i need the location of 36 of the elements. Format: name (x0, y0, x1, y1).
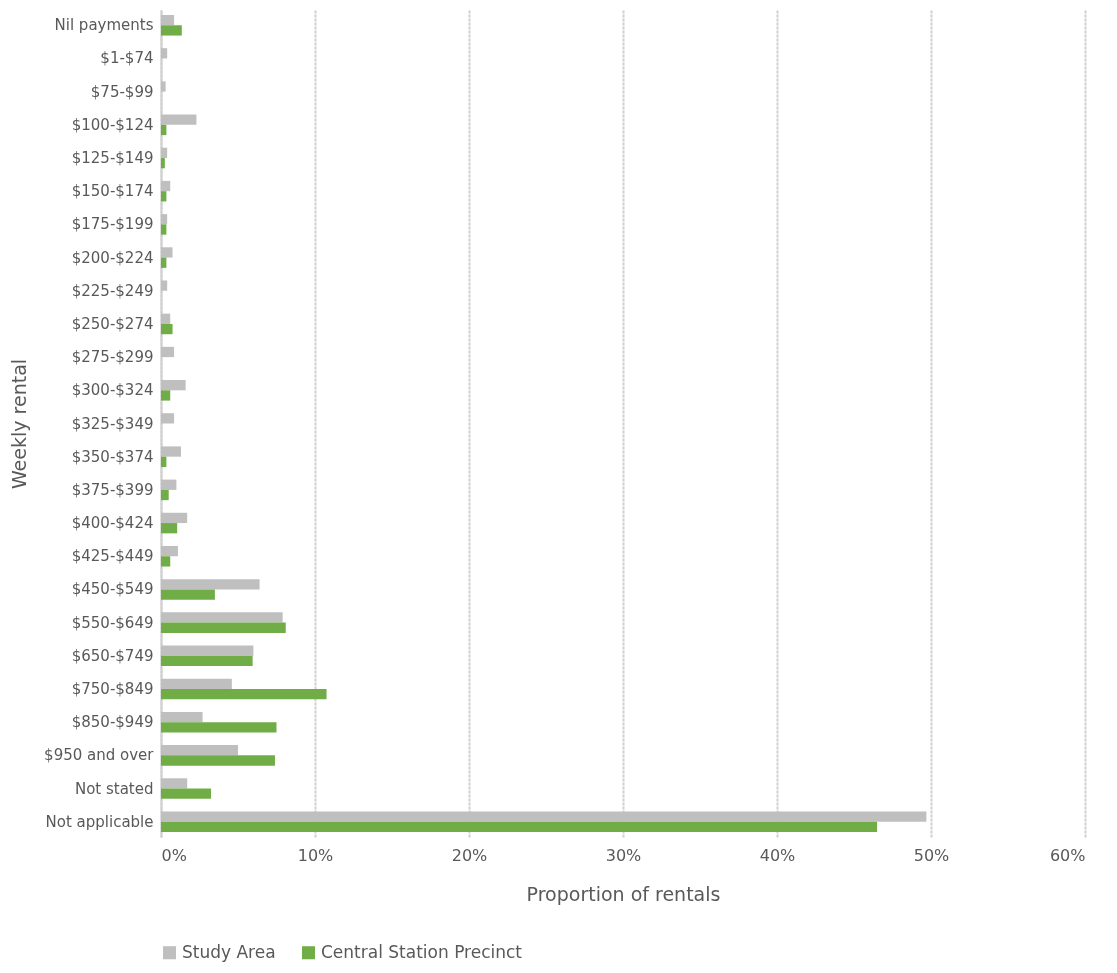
legend-label: Central Station Precinct (321, 941, 523, 962)
y-tick-label: $400-$424 (71, 514, 154, 533)
y-tick-label: Nil payments (54, 16, 154, 35)
y-tick-label: $125-$149 (71, 149, 154, 168)
y-tick-label: $100-$124 (71, 115, 154, 134)
x-tick-label: 10% (297, 845, 334, 865)
y-tick-label: $225-$249 (71, 281, 154, 300)
y-axis-title: Weekly rental (8, 358, 31, 490)
x-tick-label: 60% (1049, 845, 1086, 865)
y-tick-label: $425-$449 (71, 547, 154, 566)
x-tick-label: 20% (451, 845, 488, 865)
y-tick-label: $175-$199 (71, 215, 154, 234)
y-tick-label: $450-$549 (71, 580, 154, 599)
y-tick-label: Not stated (74, 779, 154, 798)
y-tick-label: $375-$399 (71, 480, 154, 499)
y-tick-label: $750-$849 (71, 679, 154, 698)
y-tick-label: $950 and over (44, 746, 155, 765)
x-tick-label: 0% (161, 845, 187, 865)
y-tick-label: $200-$224 (71, 248, 154, 267)
legend-label: Study Area (182, 941, 276, 962)
y-tick-label: $650-$749 (71, 646, 154, 665)
y-tick-label: $550-$649 (71, 613, 154, 632)
x-tick-label: 40% (759, 845, 796, 865)
y-tick-label: $1-$74 (100, 49, 154, 68)
x-axis-title: Proportion of rentals (526, 882, 721, 905)
y-tick-label: Not applicable (45, 812, 154, 831)
y-tick-label: $275-$299 (71, 348, 154, 367)
y-tick-label: $75-$99 (90, 82, 154, 101)
y-tick-label: $250-$274 (71, 314, 154, 333)
y-tick-label: $350-$374 (71, 447, 154, 466)
y-tick-label: $850-$949 (71, 713, 154, 732)
x-tick-label: 30% (605, 845, 642, 865)
y-tick-label: $300-$324 (71, 381, 154, 400)
y-tick-label: $325-$349 (71, 414, 154, 433)
x-tick-label: 50% (913, 845, 950, 865)
y-tick-label: $150-$174 (71, 182, 154, 201)
